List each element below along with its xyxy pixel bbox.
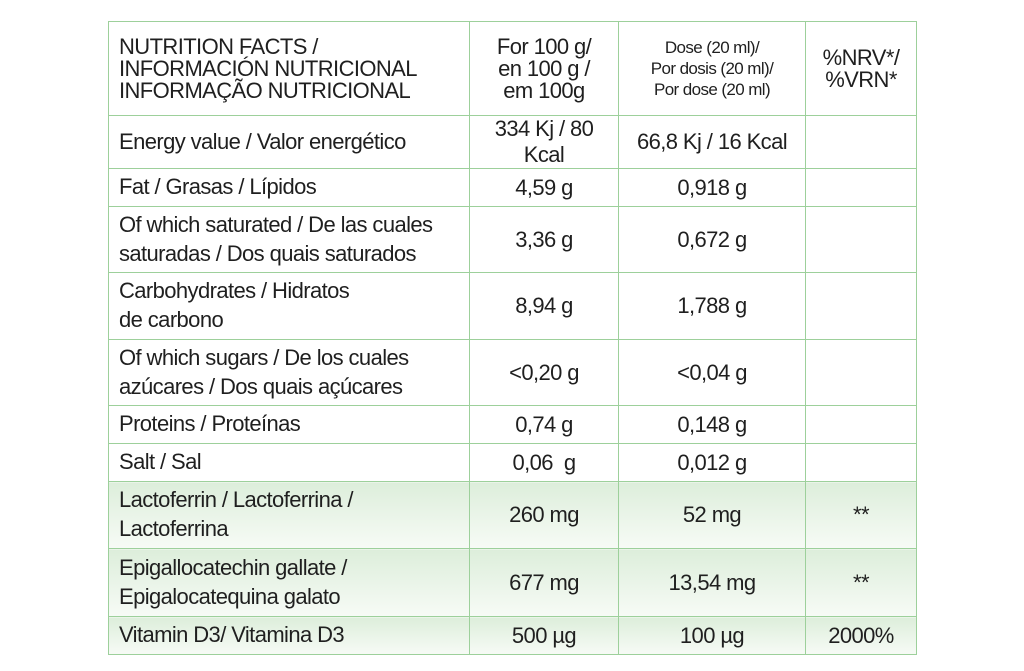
value-nrv: [805, 272, 917, 340]
nutrient-label: Proteins / Proteínas: [108, 405, 470, 444]
value-nrv: 2000%: [805, 616, 917, 655]
value-per-dose: 100 µg: [618, 616, 806, 655]
value-per-dose: 52 mg: [618, 481, 806, 549]
value-nrv: [805, 405, 917, 444]
header-nutrition-facts: NUTRITION FACTS / INFORMACIÓN NUTRICIONA…: [108, 21, 470, 116]
header-row: NUTRITION FACTS / INFORMACIÓN NUTRICIONA…: [108, 21, 917, 116]
table-row: Lactoferrin / Lactoferrina / Lactoferrin…: [108, 481, 917, 549]
table-row: Energy value / Valor energético 334 Kj /…: [108, 115, 917, 169]
value-nrv: [805, 443, 917, 482]
value-per-100g: 500 µg: [469, 616, 619, 655]
table-row: Of which sugars / De los cuales azúcares…: [108, 339, 917, 406]
value-per-100g: 0,74 g: [469, 405, 619, 444]
nutrition-table: NUTRITION FACTS / INFORMACIÓN NUTRICIONA…: [108, 21, 917, 655]
value-per-dose: 0,012 g: [618, 443, 806, 482]
value-per-100g: 677 mg: [469, 548, 619, 617]
value-per-100g: 260 mg: [469, 481, 619, 549]
value-per-dose: 13,54 mg: [618, 548, 806, 617]
nutrient-label: Carbohydrates / Hidratos de carbono: [108, 272, 470, 340]
nutrient-label: Of which saturated / De las cuales satur…: [108, 206, 470, 273]
value-per-dose: 66,8 Kj / 16 Kcal: [618, 115, 806, 169]
value-per-100g: 3,36 g: [469, 206, 619, 273]
value-per-100g: 334 Kj / 80 Kcal: [469, 115, 619, 169]
table-row: Proteins / Proteínas 0,74 g 0,148 g: [108, 405, 917, 444]
nutrient-label: Lactoferrin / Lactoferrina / Lactoferrin…: [108, 481, 470, 549]
value-nrv: **: [805, 548, 917, 617]
nutrient-label: Of which sugars / De los cuales azúcares…: [108, 339, 470, 406]
nutrient-label: Energy value / Valor energético: [108, 115, 470, 169]
header-per-dose: Dose (20 ml)/ Por dosis (20 ml)/ Por dos…: [618, 21, 806, 116]
value-per-dose: 0,672 g: [618, 206, 806, 273]
value-nrv: [805, 115, 917, 169]
value-per-dose: 0,918 g: [618, 168, 806, 207]
value-per-100g: 4,59 g: [469, 168, 619, 207]
value-nrv: **: [805, 481, 917, 549]
nutrient-label: Vitamin D3/ Vitamina D3: [108, 616, 470, 655]
value-per-dose: 1,788 g: [618, 272, 806, 340]
table-row: Salt / Sal 0,06 g 0,012 g: [108, 443, 917, 482]
value-per-100g: 8,94 g: [469, 272, 619, 340]
value-nrv: [805, 339, 917, 406]
value-per-100g: 0,06 g: [469, 443, 619, 482]
value-per-100g: <0,20 g: [469, 339, 619, 406]
value-nrv: [805, 168, 917, 207]
nutrient-label: Epigallocatechin gallate / Epigalocatequ…: [108, 548, 470, 617]
value-nrv: [805, 206, 917, 273]
table-row: Carbohydrates / Hidratos de carbono 8,94…: [108, 272, 917, 340]
header-nrv: %NRV*/ %VRN*: [805, 21, 917, 116]
table-row: Vitamin D3/ Vitamina D3 500 µg 100 µg 20…: [108, 616, 917, 655]
table-row: Fat / Grasas / Lípidos 4,59 g 0,918 g: [108, 168, 917, 207]
table-row: Of which saturated / De las cuales satur…: [108, 206, 917, 273]
value-per-dose: <0,04 g: [618, 339, 806, 406]
value-per-dose: 0,148 g: [618, 405, 806, 444]
nutrient-label: Salt / Sal: [108, 443, 470, 482]
header-per-100g: For 100 g/ en 100 g / em 100g: [469, 21, 619, 116]
table-row: Epigallocatechin gallate / Epigalocatequ…: [108, 548, 917, 617]
nutrient-label: Fat / Grasas / Lípidos: [108, 168, 470, 207]
